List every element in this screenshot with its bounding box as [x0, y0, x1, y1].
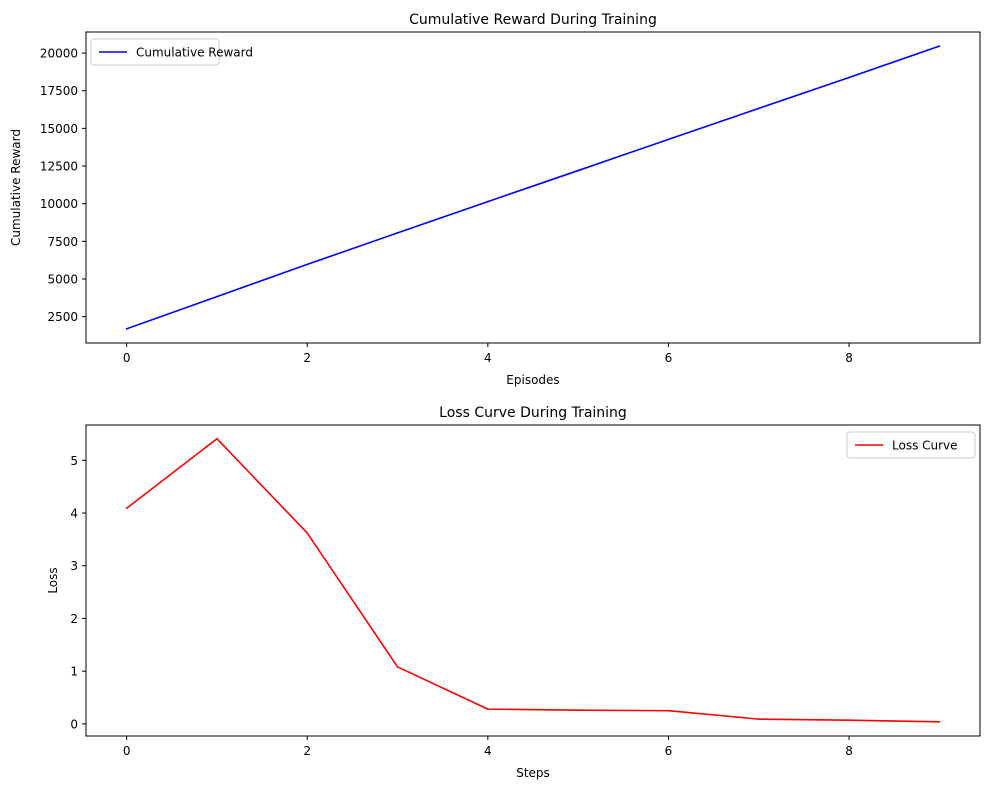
loss-data-point	[938, 720, 941, 723]
reward-x-tick-label: 0	[123, 351, 131, 365]
reward-y-tick-label: 10000	[40, 197, 78, 211]
reward-data-point	[396, 232, 399, 234]
loss-data-point	[125, 507, 128, 510]
reward-y-tick-label: 5000	[47, 272, 78, 286]
loss-plot-frame	[85, 424, 981, 737]
loss-y-tick-label: 5	[70, 454, 78, 468]
loss-data-point	[577, 709, 580, 712]
reward-x-tick-label: 8	[845, 351, 853, 365]
reward-chart-title: Cumulative Reward During Training	[409, 12, 657, 28]
loss-y-tick-label: 0	[70, 717, 78, 731]
reward-x-tick-label: 4	[484, 351, 492, 365]
loss-data-point	[486, 708, 489, 711]
reward-x-axis-label: Episodes	[506, 373, 559, 387]
loss-y-tick-label: 2	[70, 612, 78, 626]
reward-y-tick-label: 2500	[47, 310, 78, 324]
loss-chart-title: Loss Curve During Training	[439, 405, 627, 421]
loss-data-point	[396, 666, 399, 668]
reward-y-tick-label: 7500	[47, 235, 78, 249]
reward-series-line	[126, 45, 940, 330]
reward-data-point	[577, 169, 580, 172]
loss-y-tick-label: 3	[70, 559, 78, 573]
reward-legend-label: Cumulative Reward	[136, 46, 253, 60]
loss-y-tick-label: 1	[70, 665, 78, 679]
reward-chart: 0 2 4 6 8 2500 5000 7500 10000 12500 15000 17500 200…	[9, 12, 981, 387]
loss-x-tick-label: 6	[665, 744, 673, 758]
loss-x-tick-label: 8	[845, 744, 853, 758]
loss-x-tick-label: 2	[303, 744, 311, 758]
loss-x-axis-label: Steps	[516, 766, 550, 780]
reward-legend: Cumulative Reward	[90, 38, 253, 66]
reward-data-point	[486, 200, 489, 203]
loss-legend-box	[846, 431, 976, 459]
reward-y-tick-label: 17500	[40, 84, 78, 98]
reward-legend-box	[90, 38, 220, 66]
loss-series-line	[126, 437, 940, 723]
loss-data-point	[848, 719, 850, 722]
loss-data-point	[667, 709, 670, 712]
loss-x-tick-label: 4	[484, 744, 492, 758]
reward-data-point	[848, 76, 850, 79]
reward-plot-frame	[85, 31, 981, 344]
reward-y-tick-label: 15000	[40, 122, 78, 136]
loss-x-tick-label: 0	[123, 744, 131, 758]
loss-legend-label: Loss Curve	[892, 439, 958, 453]
reward-y-axis-label: Cumulative Reward	[9, 129, 23, 246]
reward-x-tick-label: 2	[303, 351, 311, 365]
loss-data-point	[216, 437, 218, 440]
reward-data-point	[757, 107, 760, 110]
reward-data-point	[306, 263, 309, 266]
loss-legend: Loss Curve	[846, 431, 976, 459]
reward-data-point	[216, 295, 218, 298]
loss-chart: 0 2 4 6 8 0 1 2 3 4 5 Loss Curve During Training Ste…	[46, 405, 981, 780]
reward-data-point	[667, 138, 670, 141]
reward-data-point	[938, 45, 941, 48]
reward-y-tick-label: 20000	[40, 47, 78, 61]
loss-y-axis-label: Loss	[46, 567, 60, 593]
reward-data-point	[125, 327, 128, 330]
reward-y-tick-label: 12500	[40, 160, 78, 174]
loss-data-point	[757, 718, 760, 721]
loss-y-tick-label: 4	[70, 507, 78, 521]
reward-x-tick-label: 6	[665, 351, 673, 365]
loss-data-point	[306, 532, 309, 534]
